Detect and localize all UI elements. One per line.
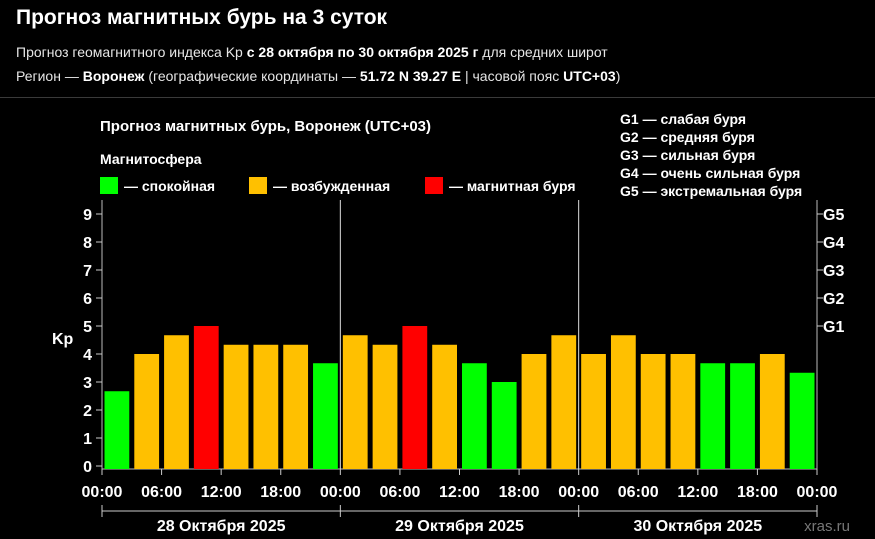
storm-legend: G1 — слабая буря G2 — средняя буря G3 — си… [620,111,802,199]
x-tick-label: 18:00 [499,484,540,501]
region-suffix: ) [615,68,621,84]
kp-bar [313,363,338,469]
region-city: Воронеж [82,68,145,84]
y-tick-label: 7 [83,263,92,280]
g-scale-label: G1 [823,319,844,336]
desc-suffix: для средних широт [478,44,608,60]
y-tick-label: 8 [83,235,92,252]
region-tz: UTC+03 [563,68,616,84]
storm-legend-item: G2 — средняя буря [620,129,755,145]
storm-legend-item: G5 — экстремальная буря [620,183,802,199]
kp-bar [372,344,398,469]
desc-dates: с 28 октября по 30 октября 2025 г [246,44,479,60]
y-tick-label: 1 [83,431,92,448]
y-axis-label: Kp [52,331,74,348]
region-prefix: Регион — [16,68,83,84]
g-scale-label: G4 [823,235,844,252]
day-label: 28 Октября 2025 [157,518,286,535]
watermark: xras.ru [804,518,850,535]
legend-swatch [249,177,267,194]
y-tick-label: 9 [83,207,92,224]
kp-bar [193,326,219,469]
x-tick-label: 12:00 [201,484,242,501]
y-tick-label: 6 [83,291,92,308]
day-label: 29 Октября 2025 [395,518,524,535]
x-tick-label: 00:00 [320,484,361,501]
y-tick-label: 4 [83,347,92,364]
g-scale-label: G5 [823,207,844,224]
kp-bar [342,335,368,469]
kp-bar [432,344,457,469]
kp-bar [283,344,309,469]
legend-title: Магнитосфера [100,151,202,167]
x-tick-label: 18:00 [737,484,778,501]
x-tick-label: 00:00 [797,484,838,501]
region-coords: 51.72 N 39.27 E [359,68,462,84]
kp-bar [759,354,785,469]
storm-legend-item: G4 — очень сильная буря [620,165,800,181]
y-tick-label: 0 [83,459,92,476]
header-divider [0,97,875,98]
kp-bar [551,335,577,469]
kp-bar [462,363,487,469]
g-scale-label: G2 [823,291,844,308]
region-mid2: | часовой пояс [461,68,564,84]
legend-label: — магнитная буря [449,178,576,194]
kp-bar [730,363,755,469]
g-scale-label: G3 [823,263,844,280]
kp-bar [491,382,517,469]
day-label: 30 Октября 2025 [633,518,762,535]
kp-bar [789,372,815,469]
kp-bar [134,354,160,469]
kp-bar [640,354,666,469]
x-tick-label: 12:00 [677,484,718,501]
forecast-description: Прогноз геомагнитного индекса Kp с 28 ок… [16,44,608,60]
kp-bar [521,354,547,469]
kp-bar [164,335,189,469]
y-tick-label: 2 [83,403,92,420]
storm-legend-item: G3 — сильная буря [620,147,755,163]
legend-label: — возбужденная [273,178,390,194]
legend-swatch [425,177,443,194]
x-tick-label: 00:00 [558,484,599,501]
y-tick-label: 3 [83,375,92,392]
y-tick-label: 5 [83,319,92,336]
kp-bar [581,354,606,469]
storm-legend-item: G1 — слабая буря [620,111,746,127]
kp-bar [223,344,249,469]
page-title: Прогноз магнитных бурь на 3 суток [16,6,388,29]
x-tick-label: 12:00 [439,484,480,501]
legend-label: — спокойная [124,178,215,194]
x-tick-label: 06:00 [379,484,420,501]
kp-bar [670,354,696,469]
kp-bar [402,326,428,469]
kp-bar [253,344,279,469]
legend-swatch [100,177,118,194]
region-mid: (географические координаты — [144,68,360,84]
x-tick-label: 18:00 [260,484,301,501]
region-description: Регион — Воронеж (географические координ… [16,68,620,84]
legend: — спокойная — возбужденная — магнитная бур… [100,177,576,194]
desc-prefix: Прогноз геомагнитного индекса Kp [16,44,247,60]
chart-title: Прогноз магнитных бурь, Воронеж (UTC+03) [100,118,431,135]
x-tick-label: 06:00 [141,484,182,501]
kp-bar [610,335,636,469]
kp-bar [700,363,726,469]
kp-bar [104,391,130,469]
x-tick-label: 06:00 [618,484,659,501]
x-tick-label: 00:00 [82,484,123,501]
plot-area: 0 1 2 3 4 5 6 7 8 9 Kp G1 G2 G3 G4 G5 00:00 06:00 12:00 18:… [52,200,850,535]
